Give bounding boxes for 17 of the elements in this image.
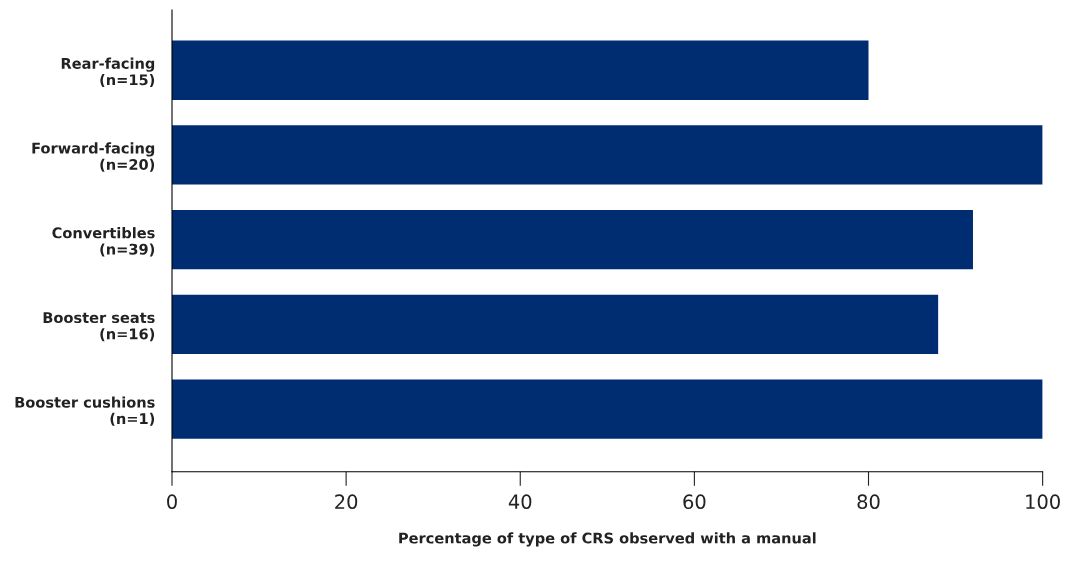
x-axis-title: Percentage of type of CRS observed with a manual — [399, 532, 816, 547]
y-tick-label: Booster seats (n=16) — [43, 312, 155, 342]
bar — [172, 379, 1043, 439]
x-tick-label: 0 — [167, 494, 177, 510]
x-tick-label: 100 — [1026, 494, 1060, 510]
x-tick-label: 20 — [335, 494, 358, 510]
x-tick-label: 80 — [857, 494, 880, 510]
bar — [172, 210, 973, 270]
y-tick-label: Booster cushions (n=1) — [15, 396, 155, 426]
y-tick-label: Rear-facing (n=15) — [61, 57, 155, 88]
bar — [172, 125, 1043, 185]
x-tick-label: 60 — [683, 494, 706, 510]
bar — [172, 294, 939, 355]
y-tick-label: Forward-facing (n=20) — [32, 142, 155, 172]
y-tick-label: Convertibles (n=39) — [52, 227, 155, 257]
bar — [172, 40, 869, 100]
x-tick-label: 40 — [508, 494, 532, 510]
